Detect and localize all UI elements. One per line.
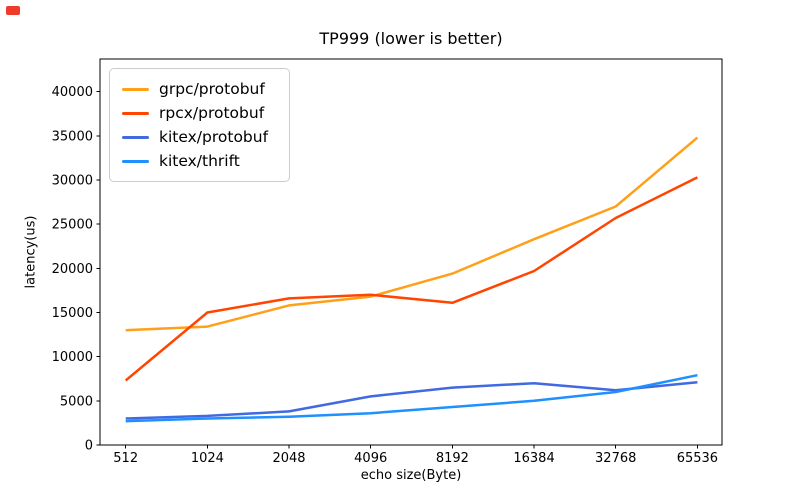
x-tick-label: 8192 <box>436 451 469 466</box>
x-tick-label: 1024 <box>191 451 224 466</box>
legend-label: rpcx/protobuf <box>159 104 265 122</box>
y-axis-label: latency(us) <box>23 215 39 289</box>
x-tick-label: 16384 <box>513 451 554 466</box>
red-marker <box>6 6 20 15</box>
chart-title: TP999 (lower is better) <box>319 29 503 48</box>
x-tick-label: 4096 <box>354 451 387 466</box>
x-tick-label: 65536 <box>677 451 718 466</box>
series-line-kitex-thrift <box>125 373 698 423</box>
legend-label: kitex/thrift <box>159 152 240 170</box>
legend-swatch-rpcx-protobuf <box>122 111 149 115</box>
legend-label: grpc/protobuf <box>159 80 265 98</box>
y-tick-label: 30000 <box>52 174 93 189</box>
legend: grpc/protobuf rpcx/protobuf kitex/protobuf… <box>109 68 290 182</box>
series-line-grpc-protobuf <box>125 136 699 332</box>
legend-swatch-kitex-thrift <box>122 159 149 163</box>
legend-item-kitex-protobuf: kitex/protobuf <box>122 125 277 149</box>
axes-frame <box>99 58 723 446</box>
y-tick-label: 25000 <box>52 218 93 233</box>
x-tick-label: 2048 <box>272 451 305 466</box>
y-tick-label: 15000 <box>52 306 93 321</box>
x-axis-label: echo size(Byte) <box>360 468 462 483</box>
legend-item-kitex-thrift: kitex/thrift <box>122 149 277 173</box>
legend-item-grpc-protobuf: grpc/protobuf <box>122 77 277 101</box>
series-line-rpcx-protobuf <box>124 176 698 382</box>
x-tick-label: 512 <box>113 451 138 466</box>
x-tick-label: 32768 <box>595 451 636 466</box>
y-tick-label: 10000 <box>52 350 93 365</box>
y-tick-label: 0 <box>85 439 93 454</box>
series-line-kitex-protobuf <box>125 381 698 420</box>
legend-item-rpcx-protobuf: rpcx/protobuf <box>122 101 277 125</box>
legend-swatch-grpc-protobuf <box>122 87 149 91</box>
legend-label: kitex/protobuf <box>159 128 269 146</box>
legend-swatch-kitex-protobuf <box>122 135 149 139</box>
y-tick-label: 5000 <box>60 394 93 409</box>
y-tick-label: 20000 <box>52 262 93 277</box>
y-tick-label: 35000 <box>52 129 93 144</box>
y-tick-label: 40000 <box>52 85 93 100</box>
